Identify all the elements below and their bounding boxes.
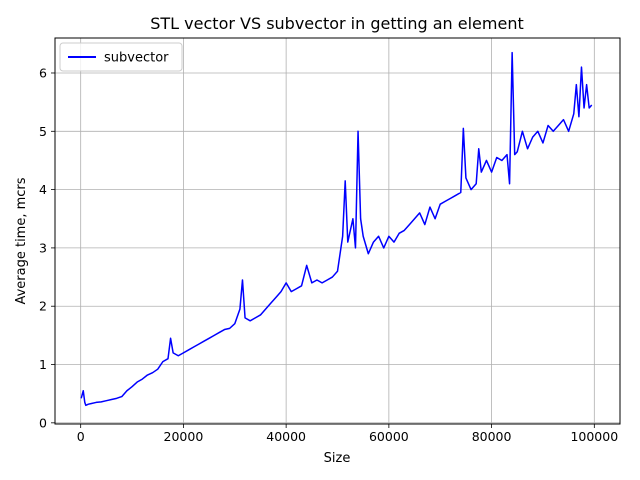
- x-tick-label: 100000: [570, 429, 618, 444]
- y-tick-label: 3: [39, 240, 47, 255]
- y-tick-label: 5: [39, 124, 47, 139]
- x-tick-label: 0: [77, 429, 85, 444]
- x-tick-label: 40000: [266, 429, 306, 444]
- y-tick-label: 1: [39, 357, 47, 372]
- legend: subvector: [59, 42, 183, 72]
- ticks: 0 20000 40000 60000 80000 100000 0 1 2 3 4 5 6: [39, 65, 618, 444]
- legend-box: [59, 42, 183, 72]
- y-tick-label: 6: [39, 65, 47, 80]
- x-axis-label: Size: [324, 451, 351, 466]
- x-tick-label: 60000: [369, 429, 409, 444]
- axes-frame: [54, 37, 621, 425]
- y-axis-label: Average time, mcrs: [14, 177, 29, 304]
- series-layer: [80, 51, 593, 407]
- y-tick-label: 2: [39, 299, 47, 314]
- chart-title: STL vector VS subvector in getting an el…: [150, 14, 523, 33]
- y-tick-label: 4: [39, 182, 47, 197]
- series-line-subvector: [80, 51, 593, 407]
- x-tick-label: 20000: [164, 429, 204, 444]
- grid: [55, 38, 620, 424]
- legend-label-subvector: subvector: [104, 51, 169, 66]
- y-tick-label: 0: [39, 415, 47, 430]
- x-tick-label: 80000: [472, 429, 512, 444]
